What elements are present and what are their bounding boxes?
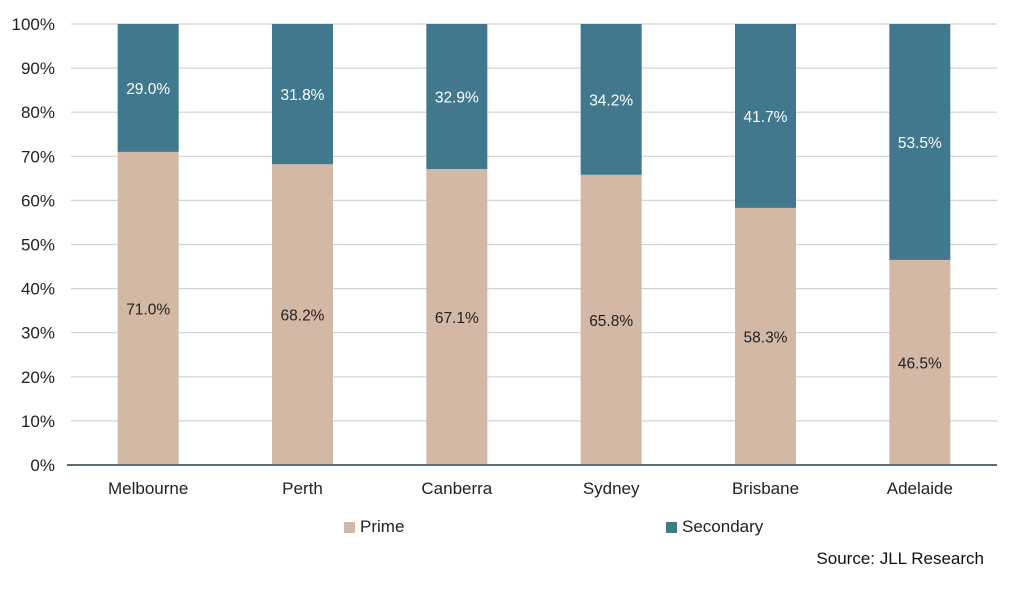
legend-item-secondary: Secondary <box>666 516 763 538</box>
data-label-prime: 67.1% <box>435 310 479 327</box>
legend-item-prime: Prime <box>344 516 404 538</box>
source-note: Source: JLL Research <box>816 549 984 568</box>
bar-prime <box>426 169 488 466</box>
data-label-prime: 71.0% <box>126 301 170 318</box>
bar-prime <box>735 207 796 465</box>
legend-label-prime: Prime <box>360 517 405 536</box>
x-tick-label: Perth <box>282 479 323 498</box>
data-label-secondary: 53.5% <box>898 135 942 152</box>
data-label-prime: 46.5% <box>898 355 942 372</box>
bar-secondary <box>580 24 642 175</box>
y-tick-label: 50% <box>21 236 55 255</box>
legend-swatch-prime <box>344 521 355 533</box>
bar-prime <box>272 164 333 465</box>
y-tick-label: 90% <box>21 59 55 78</box>
data-labels: 71.0% 29.0% 68.2% 31.8% 67.1% 32.9% 65.8% 34.2%… <box>126 81 942 373</box>
bar-prime <box>580 174 642 465</box>
x-tick-label: Brisbane <box>732 479 799 498</box>
y-tick-label: 40% <box>21 280 55 299</box>
bar-secondary <box>117 24 179 152</box>
data-label-secondary: 32.9% <box>435 90 479 107</box>
legend-swatch-secondary <box>666 521 677 533</box>
data-label-secondary: 29.0% <box>126 81 170 98</box>
bar-secondary <box>272 24 333 165</box>
bars <box>117 24 951 466</box>
data-label-secondary: 34.2% <box>589 92 633 109</box>
y-tick-label: 60% <box>21 191 55 210</box>
x-axis-tick-labels: Melbourne Perth Canberra Sydney Brisbane Adel… <box>108 479 953 498</box>
bar-secondary <box>426 24 488 170</box>
x-tick-label: Adelaide <box>887 479 953 498</box>
data-label-prime: 58.3% <box>744 329 788 346</box>
legend-label-secondary: Secondary <box>682 517 764 536</box>
data-label-secondary: 31.8% <box>281 87 325 104</box>
y-tick-label: 20% <box>21 368 55 387</box>
y-tick-label: 0% <box>30 456 55 475</box>
bar-prime <box>117 151 179 465</box>
x-tick-label: Canberra <box>421 479 492 498</box>
bar-prime <box>889 259 951 465</box>
y-axis-tick-labels: 0% 10% 20% 30% 40% 50% 60% 70% 80% 90% 100% <box>12 15 55 475</box>
data-label-secondary: 41.7% <box>744 109 788 126</box>
y-tick-label: 70% <box>21 147 55 166</box>
bar-secondary <box>889 24 951 260</box>
bar-secondary <box>735 24 796 208</box>
y-tick-label: 80% <box>21 103 55 122</box>
y-tick-label: 30% <box>21 324 55 343</box>
y-tick-label: 100% <box>12 15 55 34</box>
x-tick-label: Melbourne <box>108 479 188 498</box>
x-tick-label: Sydney <box>583 479 640 498</box>
data-label-prime: 65.8% <box>589 313 633 330</box>
y-tick-label: 10% <box>21 412 55 431</box>
data-label-prime: 68.2% <box>281 308 325 325</box>
gridlines <box>71 23 997 422</box>
